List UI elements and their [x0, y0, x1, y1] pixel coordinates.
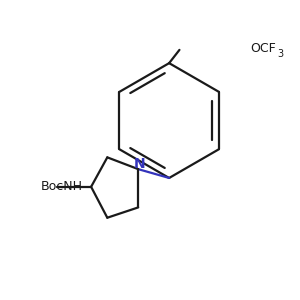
- Text: OCF: OCF: [250, 42, 276, 55]
- Text: BocNH: BocNH: [41, 180, 83, 193]
- Text: N: N: [134, 157, 146, 171]
- Text: 3: 3: [277, 49, 283, 59]
